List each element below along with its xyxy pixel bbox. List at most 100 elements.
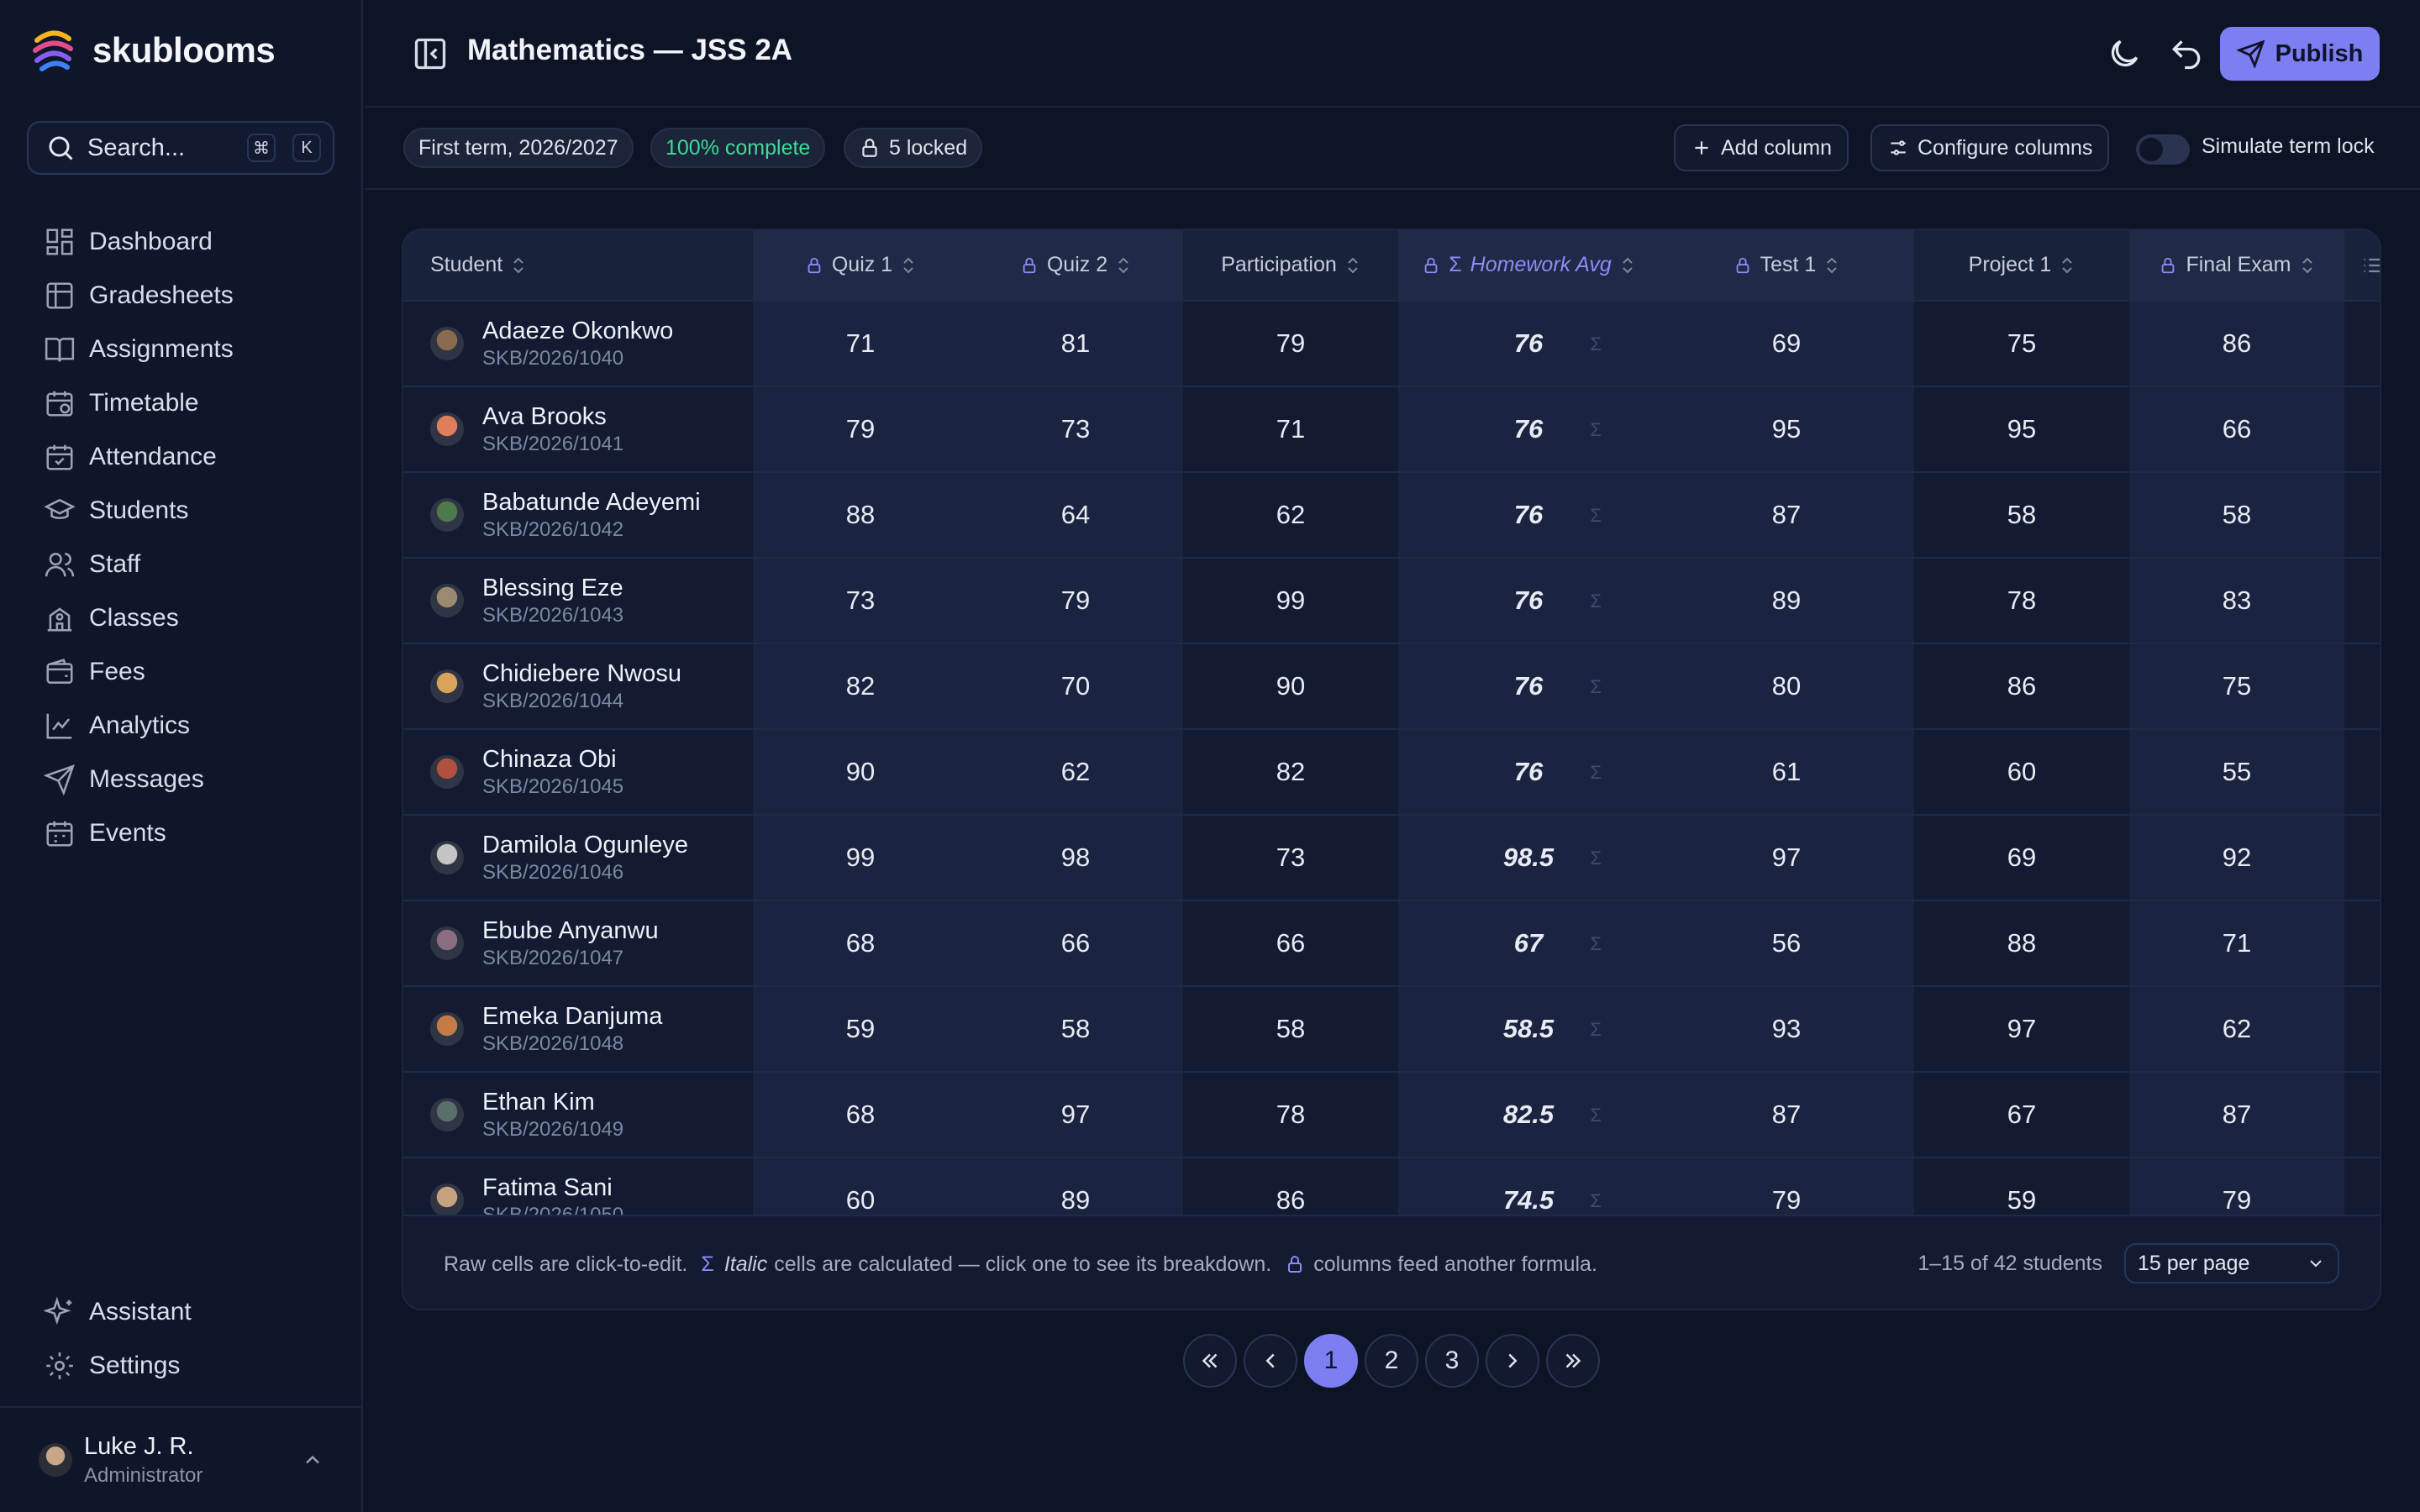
- student-cell[interactable]: Ebube Anyanwu SKB/2026/1047: [403, 900, 753, 987]
- score-cell[interactable]: 98: [968, 815, 1183, 901]
- score-cell[interactable]: 58: [968, 986, 1183, 1073]
- configure-columns-button[interactable]: Configure columns: [1870, 124, 2110, 171]
- student-cell[interactable]: Ava Brooks SKB/2026/1041: [403, 386, 753, 473]
- student-cell[interactable]: Chidiebere Nwosu SKB/2026/1044: [403, 643, 753, 730]
- score-cell[interactable]: 97: [1659, 815, 1914, 901]
- page-button-2[interactable]: 2: [1365, 1334, 1418, 1388]
- chevron-up-icon[interactable]: [301, 1448, 324, 1472]
- score-cell[interactable]: 69: [1659, 301, 1914, 387]
- logo[interactable]: skublooms: [30, 25, 276, 76]
- remark-cell[interactable]: G: [2344, 643, 2380, 730]
- calculated-cell[interactable]: 58.5 Σ: [1398, 986, 1659, 1073]
- score-cell[interactable]: 87: [1659, 472, 1914, 559]
- remark-cell[interactable]: G: [2344, 729, 2380, 816]
- sort-icon[interactable]: [901, 256, 916, 275]
- score-cell[interactable]: 82: [753, 643, 968, 730]
- user-menu[interactable]: Luke J. R. Administrator: [0, 1406, 363, 1512]
- column-header-quiz-1[interactable]: Quiz 1: [753, 230, 968, 302]
- column-header-quiz-2[interactable]: Quiz 2: [968, 230, 1183, 302]
- student-cell[interactable]: Emeka Danjuma SKB/2026/1048: [403, 986, 753, 1073]
- score-cell[interactable]: 93: [1659, 986, 1914, 1073]
- score-cell[interactable]: 99: [753, 815, 968, 901]
- moon-icon[interactable]: [2106, 35, 2143, 72]
- score-cell[interactable]: 71: [2129, 900, 2344, 987]
- column-header-student[interactable]: Student: [403, 230, 753, 302]
- score-cell[interactable]: 86: [1914, 643, 2129, 730]
- score-cell[interactable]: 61: [1659, 729, 1914, 816]
- sidebar-item-analytics[interactable]: Analytics: [44, 699, 234, 753]
- score-cell[interactable]: 58: [2129, 472, 2344, 559]
- score-cell[interactable]: 64: [968, 472, 1183, 559]
- term-lock-toggle[interactable]: [2136, 134, 2190, 165]
- score-cell[interactable]: 90: [753, 729, 968, 816]
- score-cell[interactable]: 95: [1914, 386, 2129, 473]
- score-cell[interactable]: 88: [753, 472, 968, 559]
- score-cell[interactable]: 58: [1183, 986, 1398, 1073]
- last-page-button[interactable]: [1546, 1334, 1600, 1388]
- sort-icon[interactable]: [1345, 256, 1360, 275]
- score-cell[interactable]: 99: [1183, 558, 1398, 644]
- student-cell[interactable]: Damilola Ogunleye SKB/2026/1046: [403, 815, 753, 901]
- score-cell[interactable]: 81: [968, 301, 1183, 387]
- score-cell[interactable]: 56: [1659, 900, 1914, 987]
- calculated-cell[interactable]: 76 Σ: [1398, 643, 1659, 730]
- score-cell[interactable]: 79: [753, 386, 968, 473]
- page-button-3[interactable]: 3: [1425, 1334, 1479, 1388]
- search-input[interactable]: Search... ⌘ K: [27, 121, 334, 175]
- score-cell[interactable]: 80: [1659, 643, 1914, 730]
- score-cell[interactable]: 69: [1914, 815, 2129, 901]
- sidebar-item-fees[interactable]: Fees: [44, 645, 234, 699]
- score-cell[interactable]: 78: [1183, 1072, 1398, 1158]
- score-cell[interactable]: 87: [1659, 1072, 1914, 1158]
- score-cell[interactable]: 82: [1183, 729, 1398, 816]
- column-header-test-1[interactable]: Test 1: [1659, 230, 1914, 302]
- sidebar-item-assistant[interactable]: Assistant: [44, 1285, 192, 1339]
- score-cell[interactable]: 79: [968, 558, 1183, 644]
- calculated-cell[interactable]: 98.5 Σ: [1398, 815, 1659, 901]
- score-cell[interactable]: 66: [1183, 900, 1398, 987]
- student-cell[interactable]: Adaeze Okonkwo SKB/2026/1040: [403, 301, 753, 387]
- score-cell[interactable]: 62: [1183, 472, 1398, 559]
- score-cell[interactable]: 68: [753, 900, 968, 987]
- sidebar-item-gradesheets[interactable]: Gradesheets: [44, 269, 234, 323]
- calculated-cell[interactable]: 76 Σ: [1398, 729, 1659, 816]
- score-cell[interactable]: 66: [968, 900, 1183, 987]
- student-cell[interactable]: Blessing Eze SKB/2026/1043: [403, 558, 753, 644]
- remark-cell[interactable]: Ve: [2344, 472, 2380, 559]
- calculated-cell[interactable]: 76 Σ: [1398, 386, 1659, 473]
- score-cell[interactable]: 66: [2129, 386, 2344, 473]
- student-cell[interactable]: Chinaza Obi SKB/2026/1045: [403, 729, 753, 816]
- student-cell[interactable]: Babatunde Adeyemi SKB/2026/1042: [403, 472, 753, 559]
- publish-button[interactable]: Publish: [2220, 27, 2380, 81]
- score-cell[interactable]: 70: [968, 643, 1183, 730]
- score-cell[interactable]: 58: [1914, 472, 2129, 559]
- remark-cell[interactable]: Ve: [2344, 386, 2380, 473]
- score-cell[interactable]: 97: [968, 1072, 1183, 1158]
- first-page-button[interactable]: [1183, 1334, 1237, 1388]
- next-page-button[interactable]: [1486, 1334, 1539, 1388]
- score-cell[interactable]: 79: [1183, 301, 1398, 387]
- remark-cell[interactable]: Ve: [2344, 301, 2380, 387]
- calculated-cell[interactable]: 76 Σ: [1398, 558, 1659, 644]
- sort-icon[interactable]: [511, 256, 526, 275]
- score-cell[interactable]: 71: [753, 301, 968, 387]
- score-cell[interactable]: 62: [2129, 986, 2344, 1073]
- score-cell[interactable]: 73: [968, 386, 1183, 473]
- score-cell[interactable]: 83: [2129, 558, 2344, 644]
- score-cell[interactable]: 55: [2129, 729, 2344, 816]
- remark-cell[interactable]: G: [2344, 1072, 2380, 1158]
- score-cell[interactable]: 67: [1914, 1072, 2129, 1158]
- score-cell[interactable]: 90: [1183, 643, 1398, 730]
- score-cell[interactable]: 95: [1659, 386, 1914, 473]
- score-cell[interactable]: 62: [968, 729, 1183, 816]
- score-cell[interactable]: 87: [2129, 1072, 2344, 1158]
- sort-icon[interactable]: [2060, 256, 2075, 275]
- score-cell[interactable]: 97: [1914, 986, 2129, 1073]
- column-header-more[interactable]: [2344, 230, 2380, 302]
- calculated-cell[interactable]: 76 Σ: [1398, 301, 1659, 387]
- calculated-cell[interactable]: 76 Σ: [1398, 472, 1659, 559]
- score-cell[interactable]: 60: [1914, 729, 2129, 816]
- score-cell[interactable]: 71: [1183, 386, 1398, 473]
- score-cell[interactable]: 59: [753, 986, 968, 1073]
- column-header-project-1[interactable]: Project 1: [1914, 230, 2129, 302]
